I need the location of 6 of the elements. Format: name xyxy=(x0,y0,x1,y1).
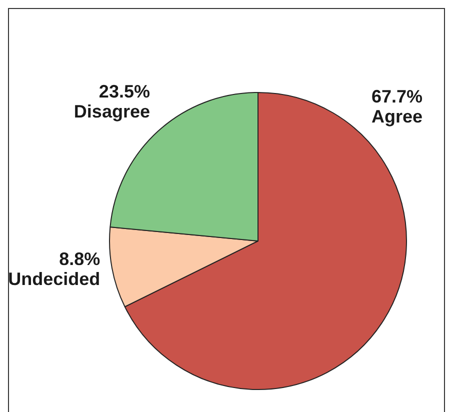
data-label: 67.7% xyxy=(371,86,423,106)
data-label: 23.5% xyxy=(98,81,150,102)
slice-label: Undecided xyxy=(8,269,100,290)
slice-label: Disagree xyxy=(74,101,150,122)
slice-label: Agree xyxy=(371,106,423,126)
data-label: 8.8% xyxy=(59,249,100,270)
